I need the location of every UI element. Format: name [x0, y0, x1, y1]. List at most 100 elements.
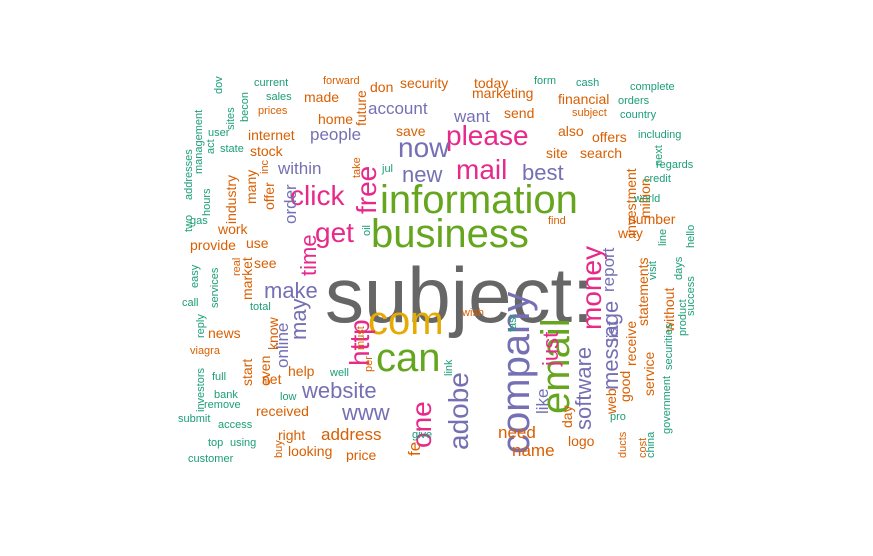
word-information: information [380, 178, 578, 222]
word-home: home [318, 111, 354, 127]
word-know: know [265, 317, 281, 350]
word-fast: fast [507, 314, 519, 332]
word-next: next [653, 145, 665, 166]
word-credit: credit [644, 173, 671, 185]
word-forward: forward [323, 76, 360, 87]
word-link: link [443, 359, 455, 376]
word-receive: receive [623, 320, 639, 366]
word-take: take [351, 157, 363, 178]
word-received: received [256, 403, 309, 419]
word-net: net [262, 371, 282, 387]
word-report: report [599, 247, 618, 292]
word-security: security [400, 76, 449, 91]
word-address: address [321, 425, 382, 444]
word-future: future [353, 90, 369, 126]
word-becon: becon [239, 92, 251, 122]
word-offers: offers [592, 129, 627, 145]
word-new: new [402, 162, 443, 187]
word-including: including [638, 129, 682, 141]
word-product: product [677, 299, 689, 336]
word-dov: dov [213, 76, 225, 94]
word-now: now [398, 132, 450, 163]
word-securities: securities [663, 323, 675, 370]
word-oil: oil [361, 224, 373, 236]
word-also: also [558, 123, 584, 139]
word-www: www [342, 400, 390, 425]
word-can: can [376, 336, 441, 380]
word-act: act [205, 139, 217, 154]
word-people: people [310, 125, 362, 144]
word-reply: reply [195, 314, 207, 338]
word-addresses: addresses [183, 149, 195, 200]
word-cash: cash [576, 77, 600, 89]
word-com: com [368, 299, 444, 343]
word-country: country [620, 109, 657, 121]
word-real: real [231, 257, 243, 276]
word-see: see [254, 255, 277, 271]
word-get: get [315, 217, 354, 248]
word-wish: wish [462, 307, 485, 319]
word-internet: internet [248, 127, 295, 143]
word-send: send [504, 105, 535, 121]
word-number: number [628, 211, 676, 227]
word-subject: subject [572, 107, 607, 119]
word-within: within [278, 159, 322, 178]
word-search: search [580, 145, 623, 161]
word-need: need [498, 423, 536, 442]
word-hours: hours [201, 188, 213, 216]
word-current: current [254, 77, 289, 89]
word-viagra: viagra [190, 345, 220, 357]
word-financial: financial [558, 91, 610, 107]
word-marketing: marketing [472, 85, 534, 101]
word-sales: sales [266, 91, 292, 103]
word-today: today [474, 76, 509, 91]
word-even: even [257, 355, 273, 386]
word-logo: logo [568, 433, 595, 449]
word-state: state [220, 143, 244, 155]
word-order: order [281, 184, 300, 224]
word-site: site [546, 145, 568, 161]
word-work: work [218, 221, 248, 237]
word-start: start [239, 358, 255, 386]
word-per: per [363, 356, 375, 372]
word-software: software [571, 346, 596, 430]
word-visit: visit [647, 261, 659, 280]
word-access: access [218, 419, 253, 431]
word-full: full [212, 371, 227, 383]
word-line: line [657, 228, 669, 246]
word-use: use [246, 235, 269, 251]
word-find: find [548, 215, 566, 227]
word-website: website [302, 378, 377, 403]
word-service: service [641, 351, 657, 396]
word-hello: hello [685, 224, 696, 248]
word-submit: submit [178, 413, 211, 425]
word-days: days [673, 256, 685, 280]
word-offer: offer [261, 182, 277, 210]
word-help: help [288, 363, 315, 379]
word-time: time [296, 234, 321, 276]
word-don: don [370, 79, 394, 95]
word-make: make [264, 278, 318, 303]
word-provide: provide [190, 237, 236, 253]
word-account: account [368, 99, 428, 118]
word-best: best [522, 160, 564, 185]
word-services: services [209, 267, 221, 308]
word-using: using [230, 437, 257, 449]
word-inc: inc [259, 159, 271, 174]
word-regards: regards [656, 159, 694, 171]
word-way: way [618, 225, 643, 241]
word-fe: fe [405, 441, 424, 456]
word-ducts: ducts [617, 431, 629, 458]
word-china: china [645, 431, 657, 458]
word-easy: easy [189, 264, 201, 288]
word-looking: looking [288, 443, 333, 459]
word-customer: customer [188, 453, 234, 463]
word-jul: jul [382, 163, 394, 175]
word-price: price [346, 447, 377, 462]
word-orders: orders [618, 95, 650, 107]
word-user: user [208, 127, 230, 139]
word-gas: gas [190, 215, 208, 227]
word-industry: industry [223, 174, 239, 224]
word-adobe: adobe [443, 372, 474, 450]
word-stock: stock [250, 143, 283, 159]
